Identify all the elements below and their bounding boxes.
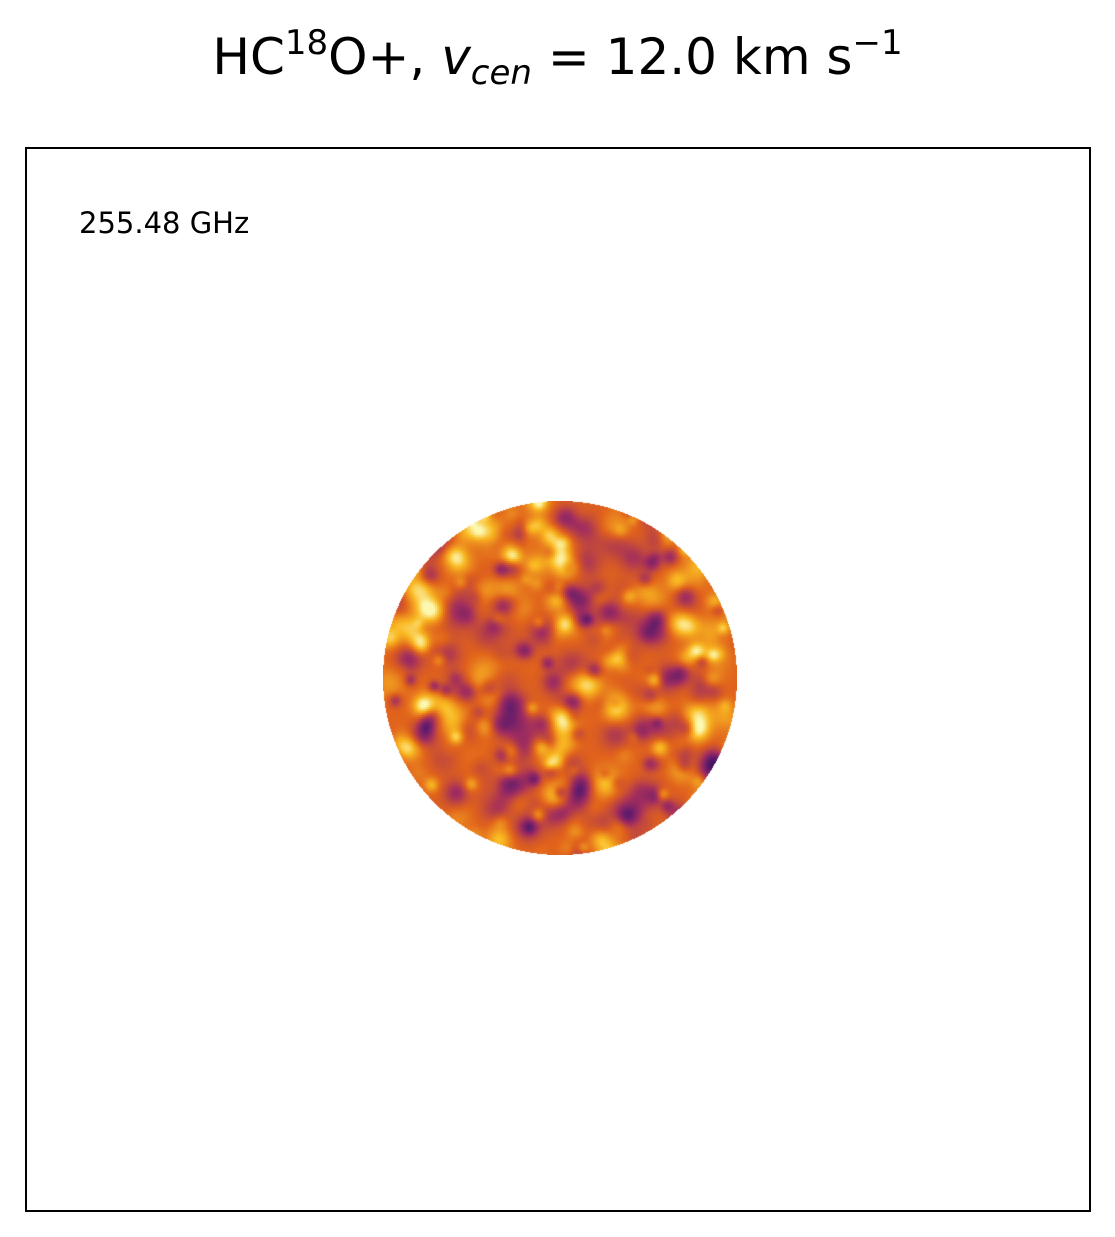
figure-title: HC18O+, vcen = 12.0 km s−1 xyxy=(0,22,1115,98)
title-molecule-prefix: HC xyxy=(212,28,285,86)
plot-frame: 255.48 GHz xyxy=(25,147,1091,1212)
title-molecule-suffix: O+, xyxy=(328,28,442,86)
intensity-map-image xyxy=(383,501,737,855)
title-velocity-symbol: v xyxy=(441,28,471,86)
frequency-label: 255.48 GHz xyxy=(79,206,250,240)
title-velocity-subscript: cen xyxy=(470,53,532,93)
title-unit-exponent: −1 xyxy=(852,23,903,63)
title-isotope-superscript: 18 xyxy=(284,23,329,63)
title-equals: = xyxy=(531,28,606,86)
title-velocity-value: 12.0 km s xyxy=(605,28,853,86)
